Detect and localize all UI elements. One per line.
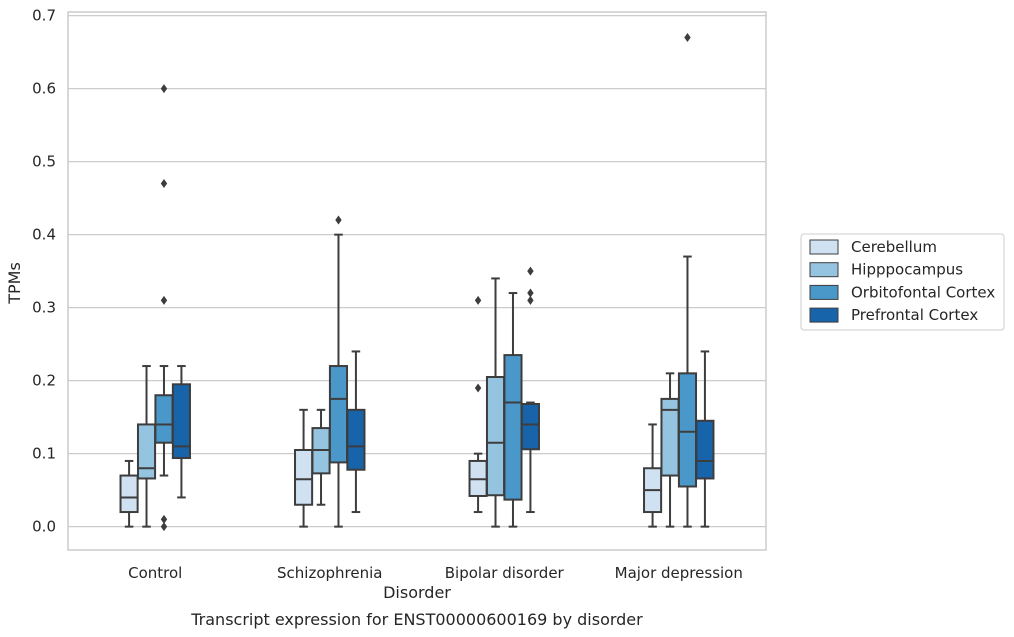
outlier-point (474, 295, 482, 305)
outlier-point (160, 179, 168, 189)
box-body (677, 372, 698, 488)
outlier-point (160, 522, 168, 532)
box-body (328, 365, 349, 464)
legend-label: Orbitofontal Cortex (851, 283, 995, 301)
box-0-1 (294, 408, 314, 528)
y-tick-label: 0.2 (32, 372, 56, 390)
x-tick-label: Schizophrenia (277, 564, 382, 582)
box-body (294, 448, 314, 506)
box-body (171, 383, 191, 460)
plot-frame (67, 11, 767, 551)
legend-swatch (809, 307, 839, 323)
boxes-layer (119, 33, 715, 532)
box-2-1 (328, 215, 349, 528)
y-tick-labels: 0.0 0.1 0.2 0.3 0.4 0.5 0.6 0.7 (32, 7, 56, 536)
y-tick-label: 0.1 (32, 445, 56, 463)
outlier-point (335, 215, 342, 225)
x-tick-label: Major depression (615, 564, 743, 582)
box-body (136, 423, 157, 480)
box-2-0 (154, 84, 174, 532)
box-0-3 (643, 423, 663, 528)
outlier-point (474, 383, 482, 393)
box-3-1 (346, 350, 366, 514)
box-0-0 (119, 459, 139, 528)
legend-label: Cerebellum (851, 238, 937, 256)
legend-swatch (809, 284, 839, 300)
x-tick-labels: Control Schizophrenia Bipolar disorder Majo… (128, 564, 743, 582)
outlier-point (160, 295, 168, 305)
x-tick-label: Bipolar disorder (445, 564, 565, 582)
box-3-0 (171, 365, 191, 499)
x-tick-label: Control (128, 564, 182, 582)
box-0-2 (468, 295, 488, 514)
outlier-point (684, 33, 691, 43)
outlier-point (527, 288, 534, 298)
box-2-2 (503, 292, 523, 528)
box-body (503, 354, 523, 501)
legend: Cerebellum Hipppocampus Orbitofontal Corte… (800, 233, 1005, 331)
outlier-point (160, 514, 168, 524)
y-axis-label: TPMs (5, 262, 24, 305)
outlier-point (527, 266, 534, 276)
box-body (346, 408, 366, 471)
box-1-3 (660, 372, 680, 528)
outlier-point (160, 84, 168, 94)
box-1-1 (311, 408, 331, 506)
box-body (119, 474, 139, 514)
box-1-0 (136, 365, 157, 528)
legend-label: Hipppocampus (851, 261, 963, 279)
box-2-3 (677, 33, 698, 528)
legend-label: Prefrontal Cortex (851, 306, 978, 324)
y-tick-label: 0.7 (32, 7, 56, 25)
box-body (520, 403, 540, 451)
y-tick-label: 0.0 (32, 518, 56, 536)
outlier-point (527, 295, 534, 305)
box-3-2 (520, 266, 540, 514)
box-3-3 (695, 350, 715, 528)
box-body (485, 375, 506, 497)
box-body (154, 394, 174, 444)
y-tick-label: 0.5 (32, 153, 56, 171)
box-1-2 (485, 277, 506, 528)
y-tick-label: 0.6 (32, 80, 56, 98)
legend-swatch (809, 262, 839, 278)
chart-caption: Transcript expression for ENST0000060016… (190, 610, 643, 629)
y-tick-label: 0.4 (32, 226, 56, 244)
box-body (695, 419, 715, 480)
legend-swatch (809, 239, 839, 255)
legend-frame (800, 233, 1005, 331)
x-axis-label: Disorder (383, 583, 451, 602)
legend-items: Cerebellum Hipppocampus Orbitofontal Corte… (809, 238, 995, 324)
y-tick-label: 0.3 (32, 299, 56, 317)
